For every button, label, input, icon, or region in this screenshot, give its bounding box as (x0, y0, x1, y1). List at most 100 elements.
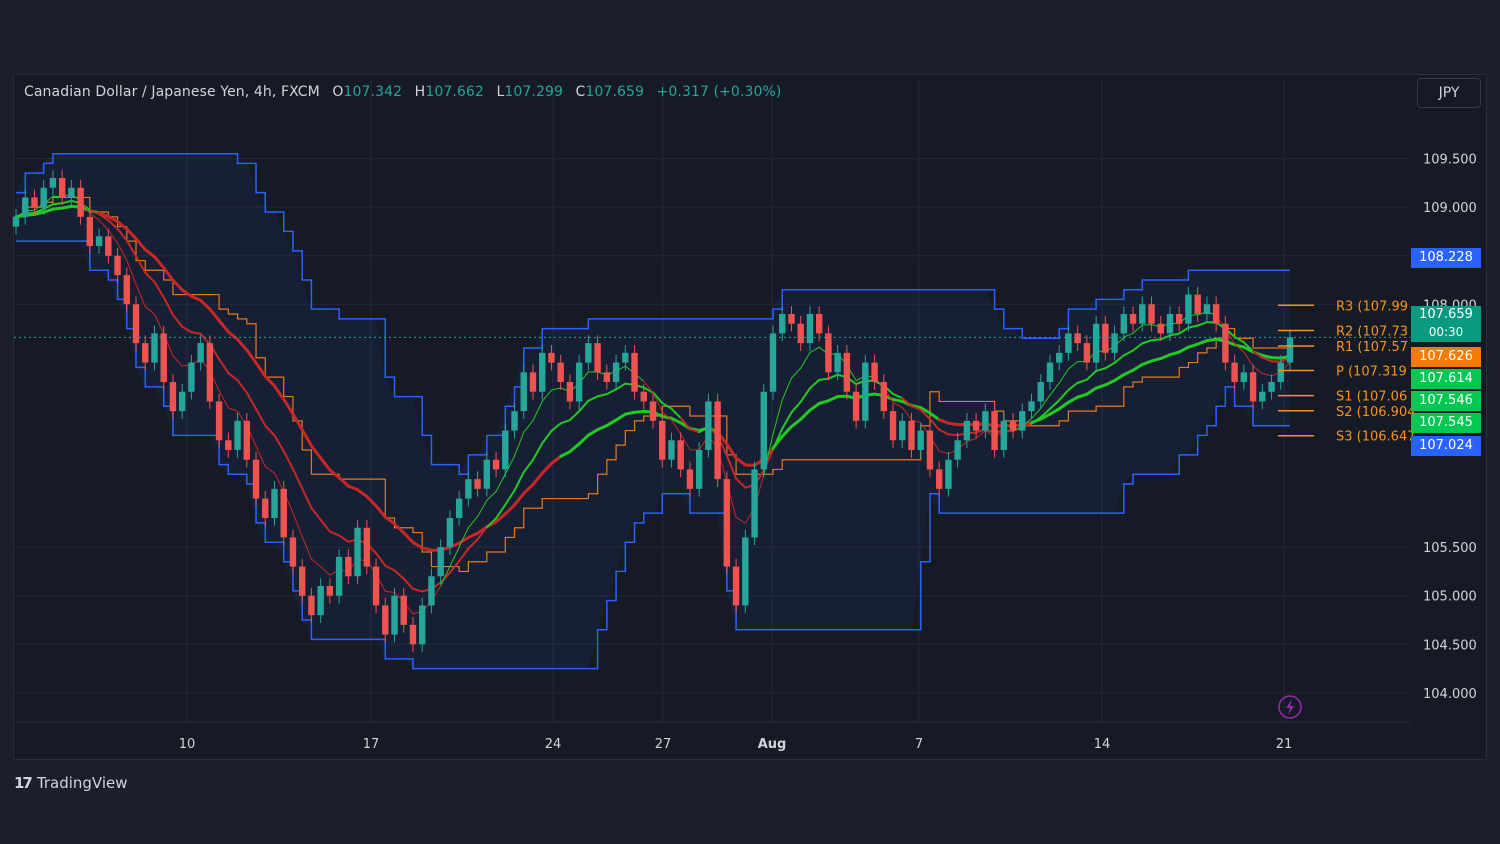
candle-body (889, 411, 897, 441)
candle-body (1212, 304, 1220, 324)
brand-name: TradingView (36, 774, 128, 792)
ema-mid-segment (245, 391, 258, 410)
ema-mid-segment (98, 212, 110, 222)
tradingview-logo[interactable]: 17 TradingView (14, 774, 128, 792)
ema-mid-segment (181, 325, 193, 334)
ema-slow-segment (51, 206, 64, 211)
ema-mid-segment (227, 372, 239, 382)
candle-body (409, 624, 417, 645)
candle-body (1268, 382, 1275, 392)
ema-slow-segment (1057, 400, 1070, 411)
ema-mid-segment (42, 203, 54, 210)
candle-body (243, 420, 250, 460)
ema-mid-segment (375, 552, 387, 567)
candle-body (1074, 333, 1081, 344)
ema-mid-segment (1067, 381, 1079, 391)
candle-body (529, 372, 537, 392)
ema-mid-segment (1178, 326, 1190, 335)
candle-body (1046, 362, 1054, 382)
ema-slow-segment (577, 433, 590, 446)
candle-body (1259, 391, 1266, 402)
ema-mid-segment (596, 393, 608, 398)
symbol-title: Canadian Dollar / Japanese Yen, 4h, FXCM (24, 84, 320, 100)
ema-slow-segment (106, 215, 120, 224)
ema-fast-segment (467, 516, 479, 529)
candle-body (12, 216, 20, 227)
channel-mid-line (16, 196, 1290, 573)
ema-slow-segment (337, 476, 350, 488)
ema-slow-segment (60, 204, 73, 210)
ema-mid-segment (282, 450, 294, 470)
ema-mid-segment (725, 454, 738, 480)
ema-slow-segment (1076, 392, 1089, 399)
ema-mid-segment (485, 517, 498, 529)
y-tick-label: 104.500 (1423, 638, 1477, 653)
ema-fast-segment (1132, 324, 1143, 334)
candle-body (972, 420, 980, 431)
candle-body (511, 411, 518, 431)
candle-body (935, 469, 943, 489)
ema-slow-segment (1140, 359, 1154, 367)
ema-slow-segment (393, 522, 406, 535)
ema-slow-segment (946, 421, 960, 427)
ema-fast-segment (89, 213, 100, 221)
ema-mid-segment (1242, 341, 1255, 353)
ema-slow-segment (457, 535, 470, 545)
candle-body (815, 314, 823, 334)
candle-body (391, 595, 398, 635)
candle-body (335, 556, 343, 596)
ema-slow-segment (1177, 345, 1190, 354)
ema-mid-segment (1039, 407, 1051, 419)
ema-fast-segment (477, 499, 488, 518)
candle-body (317, 586, 324, 616)
candle-body (779, 314, 786, 334)
chart-panel[interactable] (13, 74, 1487, 760)
ema-fast-segment (800, 352, 811, 369)
ema-slow-segment (928, 411, 941, 422)
candle-body (289, 537, 297, 567)
ema-slow-segment (1094, 383, 1107, 390)
ema-mid-segment (781, 411, 793, 430)
ema-mid-segment (328, 530, 341, 537)
candle-body (446, 518, 454, 548)
candle-body (298, 566, 306, 596)
candle-body (843, 352, 851, 392)
x-tick-label: Aug (758, 737, 787, 752)
bar-countdown: 00:30 (1428, 325, 1464, 339)
ema-mid-segment (273, 434, 285, 453)
ema-slow-segment (291, 412, 304, 432)
candle-body (659, 420, 666, 460)
ema-fast-segment (117, 242, 128, 262)
ema-mid-segment (1085, 370, 1098, 381)
ema-mid-segment (578, 399, 590, 413)
ema-fast-segment (458, 527, 469, 548)
ema-mid-segment (338, 534, 350, 543)
candle-body (1249, 372, 1257, 402)
ema-slow-segment (937, 418, 950, 425)
candle-body (908, 420, 915, 450)
ema-fast-segment (98, 219, 109, 231)
candle-body (1111, 333, 1118, 353)
candle-body (575, 362, 583, 402)
candle-body (206, 343, 214, 402)
ema-fast-segment (790, 367, 802, 379)
ema-mid-segment (291, 467, 304, 490)
candle-body (954, 440, 961, 460)
ema-slow-segment (1039, 412, 1052, 421)
ema-slow-segment (1150, 357, 1163, 363)
ema-mid-segment (162, 296, 174, 316)
candle-body (1129, 314, 1137, 324)
ema-mid-segment (1187, 324, 1199, 329)
currency-selector[interactable]: JPY (1417, 78, 1481, 108)
price-tag: 107.024 (1411, 436, 1481, 456)
candle-body (723, 479, 731, 567)
alert-bolt-icon[interactable] (1278, 695, 1302, 719)
ema-slow-segment (605, 418, 618, 428)
ema-mid-segment (947, 433, 959, 437)
candle-body (769, 333, 777, 392)
price-tag: 108.228 (1411, 248, 1481, 268)
ema-fast-segment (144, 306, 155, 315)
pivot-label-s3: S3 (106.647 (1336, 430, 1416, 445)
ema-mid-segment (33, 207, 45, 214)
